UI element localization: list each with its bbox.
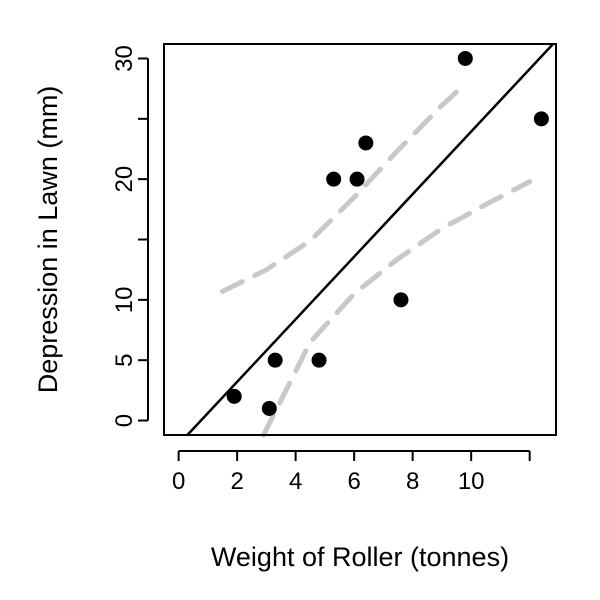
data-point [267, 352, 283, 368]
data-point [261, 400, 277, 416]
data-point [393, 292, 409, 308]
x-tick-label: 0 [172, 468, 185, 495]
y-tick-label: 0 [111, 414, 138, 427]
x-tick-label: 10 [458, 468, 485, 495]
data-point [533, 111, 549, 127]
data-point [349, 171, 365, 187]
data-point [311, 352, 327, 368]
y-axis-label: Depression in Lawn (mm) [33, 86, 63, 394]
x-tick-label: 2 [230, 468, 243, 495]
data-points [226, 50, 549, 416]
fit-line [186, 43, 554, 436]
y-tick-label: 30 [111, 45, 138, 72]
data-point [457, 50, 473, 66]
x-tick-label: 8 [406, 468, 419, 495]
band-lower-line [261, 179, 533, 438]
data-point [326, 171, 342, 187]
fit-line-group [186, 43, 554, 436]
y-tick-label: 5 [111, 353, 138, 366]
y-tick-label: 10 [111, 286, 138, 313]
data-point [358, 135, 374, 151]
y-tick-label: 20 [111, 166, 138, 193]
plot-frame [163, 43, 557, 436]
x-axis: 0 2 4 6 8 10 [172, 450, 531, 495]
x-axis-label: Weight of Roller (tonnes) [211, 542, 509, 572]
confidence-bands [220, 81, 533, 438]
x-tick-label: 4 [289, 468, 302, 495]
y-axis: 0 5 10 20 30 [111, 45, 149, 427]
band-upper-line [220, 81, 468, 294]
x-tick-label: 6 [347, 468, 360, 495]
data-point [226, 388, 242, 404]
